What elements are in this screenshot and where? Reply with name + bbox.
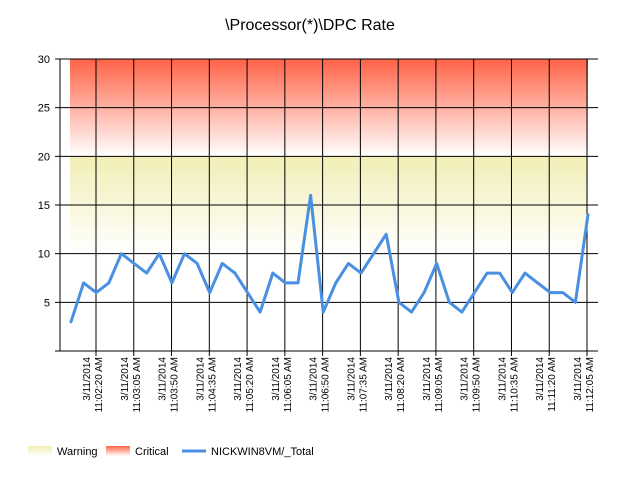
x-tick-date: 3/11/2014 [497, 357, 508, 401]
x-tick-label: 3/11/2014 11:03:50 AM [158, 357, 181, 413]
x-tick-date: 3/11/2014 [158, 357, 169, 401]
series-lines [69, 193, 590, 324]
x-tick-date: 3/11/2014 [573, 357, 584, 401]
legend-swatch [28, 446, 52, 456]
x-tick-time: 11:02:20 AM [94, 357, 105, 412]
legend-swatch [106, 446, 130, 456]
x-tick-date: 3/11/2014 [346, 357, 357, 401]
x-tick-time: 11:03:50 AM [170, 357, 181, 412]
legend-item: NICKWIN8VM/_Total [182, 446, 314, 458]
y-tick-label: 25 [38, 103, 50, 115]
x-tick-time: 11:08:20 AM [396, 357, 407, 412]
x-tick-time: 11:09:50 AM [472, 357, 483, 412]
x-tick-label: 3/11/2014 11:12:05 AM [573, 357, 596, 413]
x-tick-date: 3/11/2014 [384, 357, 395, 401]
x-tick-label: 3/11/2014 11:06:50 AM [309, 357, 332, 413]
legend-item: Warning [28, 446, 98, 458]
series-line [69, 193, 590, 324]
x-tick-label: 3/11/2014 11:02:20 AM [82, 357, 105, 413]
x-tick-label: 3/11/2014 11:04:35 AM [195, 357, 218, 413]
x-tick-time: 11:07:35 AM [358, 357, 369, 412]
x-tick-date: 3/11/2014 [82, 357, 93, 401]
x-tick-time: 11:10:35 AM [509, 357, 520, 412]
x-tick-label: 3/11/2014 11:11:20 AM [535, 357, 558, 412]
x-tick-date: 3/11/2014 [120, 357, 131, 401]
x-tick-label: 3/11/2014 11:09:50 AM [460, 357, 483, 413]
x-tick-label: 3/11/2014 11:08:20 AM [384, 357, 407, 413]
y-tick-label: 10 [38, 249, 50, 261]
x-tick-label: 3/11/2014 11:09:05 AM [422, 357, 445, 413]
x-tick-time: 11:06:50 AM [321, 357, 332, 412]
x-tick-labels: 3/11/2014 11:02:20 AM 3/11/2014 11:03:05 AM… [82, 351, 596, 412]
legend: Warning Critical NICKWIN8VM/_Total [28, 446, 314, 458]
x-tick-label: 3/11/2014 11:07:35 AM [346, 357, 369, 413]
x-tick-date: 3/11/2014 [195, 357, 206, 401]
legend-label: Critical [135, 446, 169, 458]
x-tick-time: 11:05:20 AM [245, 357, 256, 412]
x-tick-time: 11:11:20 AM [547, 357, 558, 412]
x-tick-label: 3/11/2014 11:03:05 AM [120, 357, 143, 413]
x-tick-time: 11:06:05 AM [283, 357, 294, 412]
x-tick-date: 3/11/2014 [233, 357, 244, 401]
legend-item: Critical [106, 446, 169, 458]
x-tick-date: 3/11/2014 [309, 357, 320, 401]
x-tick-date: 3/11/2014 [271, 357, 282, 401]
x-tick-label: 3/11/2014 11:10:35 AM [497, 357, 520, 413]
x-tick-label: 3/11/2014 11:06:05 AM [271, 357, 294, 413]
x-tick-date: 3/11/2014 [422, 357, 433, 401]
y-tick-label: 20 [38, 151, 50, 163]
x-tick-time: 11:09:05 AM [434, 357, 445, 412]
legend-label: Warning [57, 446, 98, 458]
x-tick-date: 3/11/2014 [460, 357, 471, 401]
grid-lines [60, 58, 598, 351]
x-tick-date: 3/11/2014 [535, 357, 546, 401]
y-tick-label: 30 [38, 54, 50, 66]
chart-title: \Processor(*)\DPC Rate [225, 17, 395, 34]
legend-label: NICKWIN8VM/_Total [211, 446, 314, 458]
x-tick-time: 11:03:05 AM [132, 357, 143, 412]
y-tick-labels: 5 10 15 20 25 30 [38, 54, 60, 352]
x-tick-time: 11:04:35 AM [207, 357, 218, 412]
y-tick-label: 5 [44, 297, 50, 309]
y-tick-label: 15 [38, 200, 50, 212]
x-tick-time: 11:12:05 AM [585, 357, 596, 412]
x-tick-label: 3/11/2014 11:05:20 AM [233, 357, 256, 413]
